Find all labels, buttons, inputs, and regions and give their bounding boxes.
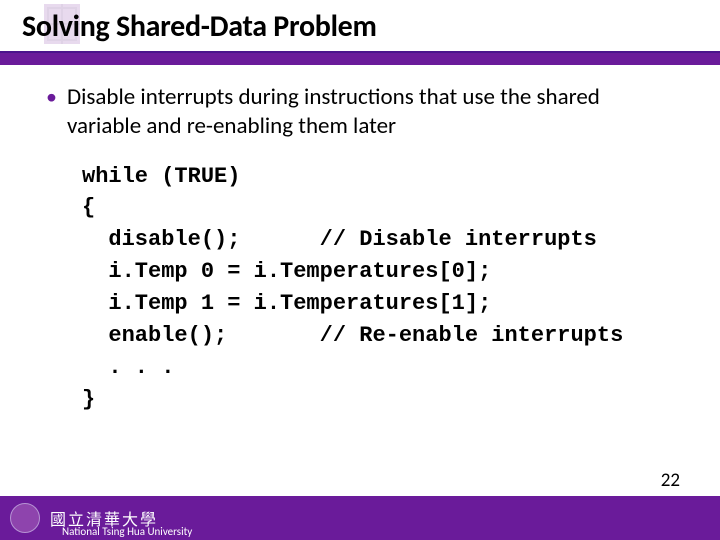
code-line: . . . [82,355,174,380]
code-block: while (TRUE) { disable(); // Disable int… [46,161,674,416]
code-line: disable(); // Disable interrupts [82,227,597,252]
slide: Solving Shared-Data Problem • Disable in… [0,0,720,540]
slide-body: • Disable interrupts during instructions… [0,65,720,416]
page-number: 22 [661,469,680,492]
footer-bar: 國立清華大學 National Tsing Hua University [0,496,720,540]
slide-title: Solving Shared-Data Problem [0,8,720,45]
code-line: i.Temp 0 = i.Temperatures[0]; [82,259,491,284]
code-line: { [82,195,95,220]
footer-university-en: National Tsing Hua University [62,525,192,538]
bullet-text: Disable interrupts during instructions t… [67,83,674,141]
title-underline-bar [0,51,720,65]
bullet-marker-icon: • [46,83,57,111]
code-line: i.Temp 1 = i.Temperatures[1]; [82,291,491,316]
code-line: enable(); // Re-enable interrupts [82,323,623,348]
code-line: } [82,387,95,412]
bullet-item: • Disable interrupts during instructions… [46,83,674,141]
title-area: Solving Shared-Data Problem [0,0,720,65]
code-line: while (TRUE) [82,164,240,189]
university-seal-icon [10,503,40,533]
